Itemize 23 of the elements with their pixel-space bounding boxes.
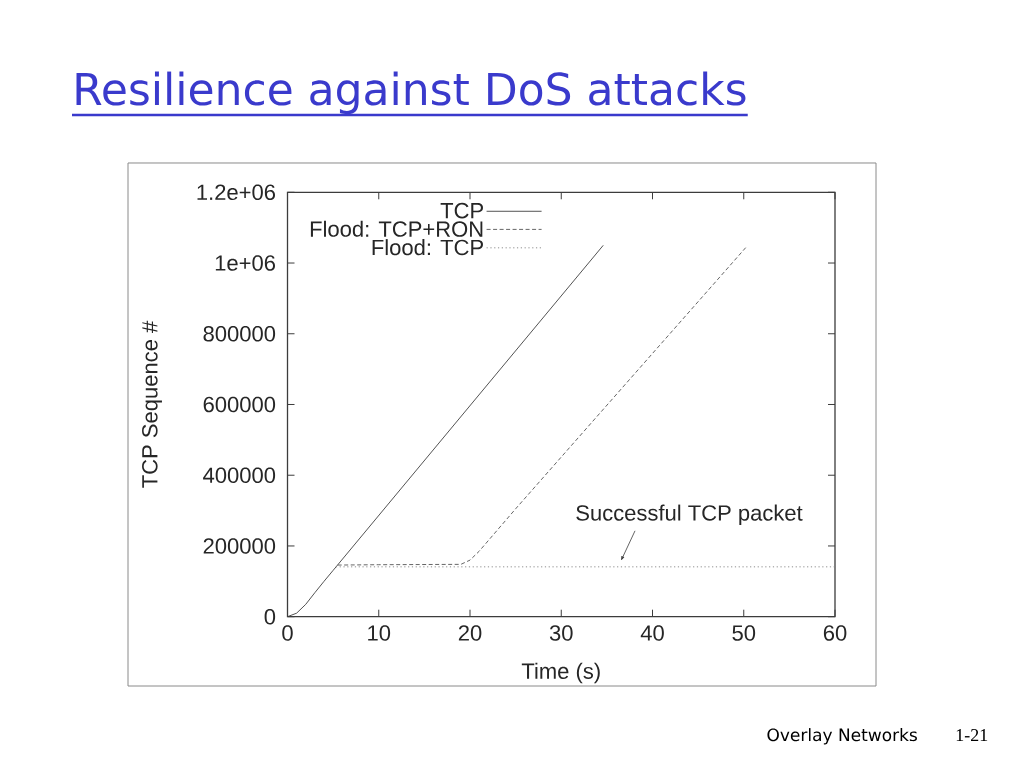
x-tick-label: 50: [732, 625, 756, 641]
chart-title: Resilience against DoS attacks: [76, 71, 746, 115]
y-tick-label: 200000: [203, 538, 276, 554]
text: 1-21: [956, 729, 988, 741]
y-axis-title: TCP Sequence #: [142, 320, 162, 488]
y-tick-label: 1.2e+06: [197, 184, 275, 201]
x-tick-label: 10: [368, 625, 391, 641]
text: Overlay Networks: [767, 728, 917, 745]
x-tick-label: 30: [549, 625, 573, 641]
legend-label: TCP: [440, 202, 483, 219]
annotation: Successful TCP packet: [576, 504, 803, 526]
y-tick-label: 1e+06: [215, 255, 275, 271]
y-tick-label: 600000: [203, 396, 276, 413]
x-tick-label: 0: [282, 625, 293, 641]
legend-label: Flood: TCP: [372, 239, 483, 256]
x-tick-label: 20: [458, 625, 482, 641]
x-tick-label: 60: [823, 625, 847, 641]
x-axis-title: Time (s): [521, 662, 600, 684]
y-tick-label: 800000: [203, 325, 276, 342]
y-tick-label: 0: [264, 608, 276, 625]
y-tick-label: 400000: [203, 467, 276, 484]
x-tick-label: 40: [640, 625, 664, 641]
legend-label: Flood: TCP+RON: [310, 220, 483, 237]
